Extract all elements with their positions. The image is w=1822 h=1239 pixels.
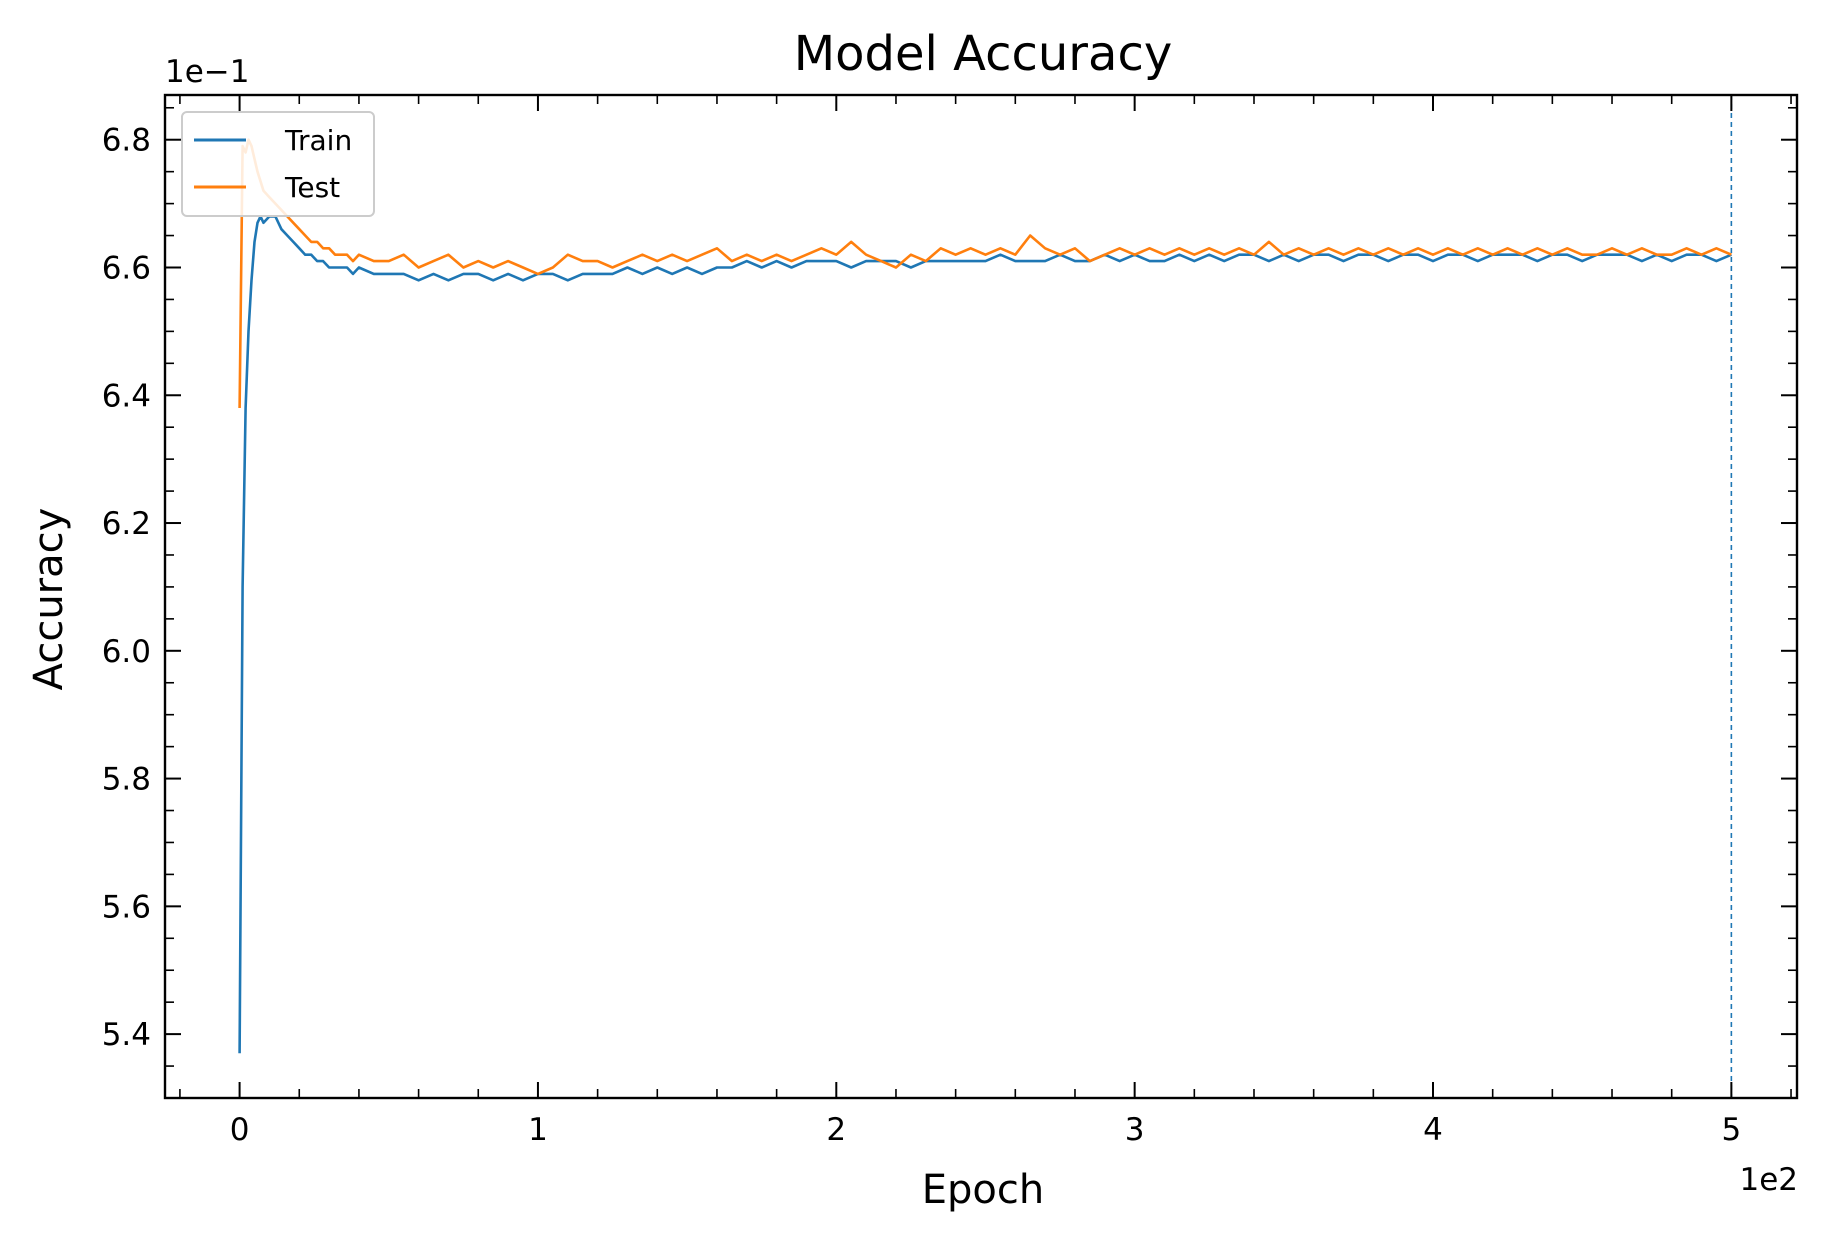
plot-frame [163,93,1799,1100]
legend-box [181,111,375,217]
x-tick-label: 2 [826,1112,846,1148]
y-tick-label: 5.4 [102,1017,151,1053]
x-tick-label: 4 [1423,1112,1443,1148]
y-tick-label: 6.8 [102,123,151,159]
x-tick-label: 0 [230,1112,250,1148]
y-tick-label: 6.2 [102,506,151,542]
chart-title: Model Accuracy [794,26,1173,82]
legend-label-train: Train [284,124,352,157]
y-tick-label: 6.0 [102,634,151,670]
x-tick-label: 1 [528,1112,548,1148]
y-tick-label: 6.4 [102,378,151,414]
x-tick-label: 3 [1125,1112,1145,1148]
x-offset-text: 1e2 [1739,1162,1798,1198]
legend-label-test: Test [284,171,340,204]
y-axis-label: Accuracy [26,508,72,691]
y-tick-label: 5.6 [102,889,151,925]
y-tick-label: 6.6 [102,250,151,286]
plot-layer: 0 1 2 3 4 5 5.4 5.6 5.8 6.0 6.2 6.4 6.6 6.8 Train Test [102,93,1799,1148]
series-line-train [238,215,1732,1054]
x-axis-label: Epoch [922,1167,1044,1213]
x-tick-label: 5 [1721,1112,1741,1148]
y-offset-text: 1e−1 [165,54,250,90]
y-tick-label: 5.8 [102,762,151,798]
series-line-test [238,138,1732,409]
